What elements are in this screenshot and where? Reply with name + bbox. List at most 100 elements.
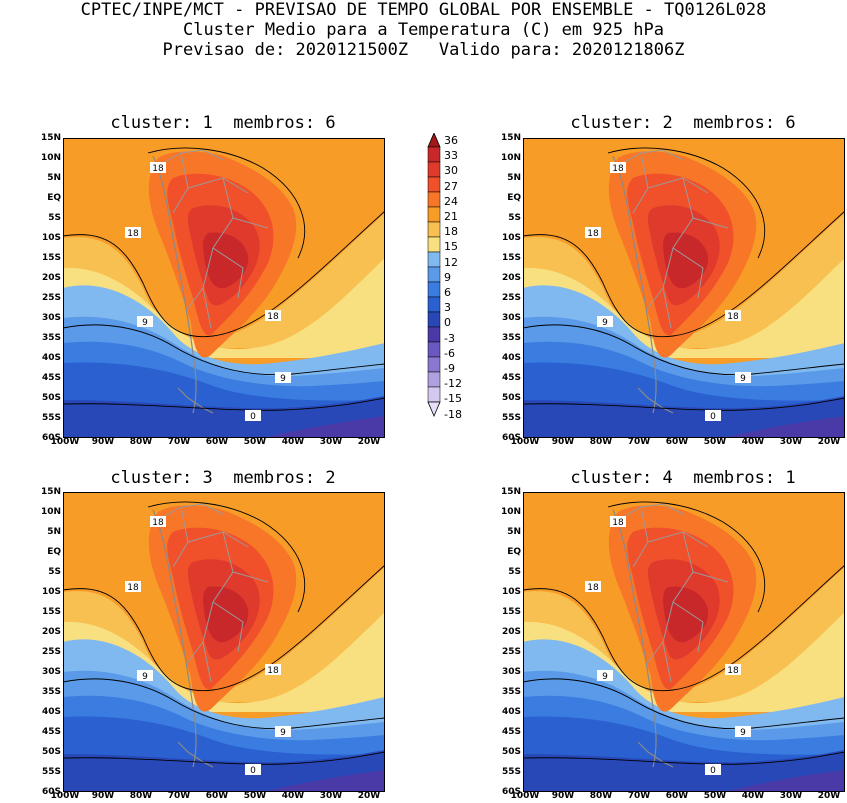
isotherm-label: 18 <box>610 162 626 174</box>
latitude-label: 25S <box>501 647 521 657</box>
temperature-band <box>63 750 385 792</box>
longitude-label: 70W <box>167 437 191 447</box>
colorbar-level-label: 6 <box>444 286 451 299</box>
latitude-label: 45S <box>501 727 521 737</box>
isotherm-label-text: 18 <box>587 229 599 239</box>
latitude-label: 25S <box>501 293 521 303</box>
isotherm-label: 9 <box>275 372 291 384</box>
coastline <box>152 509 214 768</box>
isotherm-line <box>523 210 845 338</box>
latitude-label: 20S <box>41 273 61 283</box>
temperature-band <box>523 396 845 438</box>
isotherm-label: 18 <box>610 516 626 528</box>
latitude-label: 45S <box>41 373 61 383</box>
longitude-label: 60W <box>205 791 229 801</box>
colorbar-segment <box>427 371 441 388</box>
isotherm-label: 18 <box>725 310 741 322</box>
temperature-map-svg: 18 18 18 9 9 0 <box>63 492 385 792</box>
isotherm-label-text: 18 <box>267 312 279 322</box>
isotherm-line <box>63 751 385 765</box>
longitude-label: 40W <box>281 437 305 447</box>
isotherm-label: 9 <box>735 372 751 384</box>
isotherm-label-text: 9 <box>280 374 286 384</box>
header-title-line-1: CPTEC/INPE/MCT - PREVISAO DE TEMPO GLOBA… <box>80 0 767 20</box>
colorbar-level-label: -3 <box>444 331 455 345</box>
colorbar-segment <box>427 176 441 193</box>
map-frame <box>63 138 385 438</box>
colorbar-segment <box>427 236 441 253</box>
longitude-label: 100W <box>510 791 540 801</box>
colorbar-segment <box>427 341 441 358</box>
longitude-label: 100W <box>50 437 80 447</box>
latitude-label: 20S <box>41 627 61 637</box>
longitude-label: 60W <box>665 437 689 447</box>
longitude-label: 90W <box>551 791 575 801</box>
colorbar-level-label: -12 <box>444 377 462 391</box>
isotherm-label-text: 18 <box>152 164 164 174</box>
latitude-label: EQ <box>47 547 61 557</box>
longitude-label: 20W <box>357 437 381 447</box>
latitude-label: 5N <box>507 173 521 183</box>
country-borders <box>622 149 729 329</box>
isotherm-label-text: 0 <box>250 412 256 422</box>
latitude-label: 55S <box>41 767 61 777</box>
latitude-label: 25S <box>41 293 61 303</box>
latitude-label: EQ <box>507 193 521 203</box>
colorbar-segment <box>427 326 441 343</box>
longitude-label: 80W <box>129 437 153 447</box>
latitude-label: 50S <box>41 393 61 403</box>
latitude-label: 15N <box>40 133 61 143</box>
isotherm-line <box>63 210 385 338</box>
isotherm-label-text: 9 <box>602 672 608 682</box>
isotherm-label: 18 <box>150 516 166 528</box>
isotherm-line <box>607 501 766 613</box>
map-frame <box>523 492 845 792</box>
latitude-label: 10N <box>40 153 61 163</box>
longitude-label: 90W <box>91 437 115 447</box>
isotherm-label-text: 9 <box>280 728 286 738</box>
latitude-label: 55S <box>41 413 61 423</box>
latitude-label: 5S <box>508 213 521 223</box>
isotherm-line <box>63 397 385 411</box>
latitude-label: 15N <box>500 133 521 143</box>
latitude-label: 40S <box>501 353 521 363</box>
latitude-label: 5S <box>48 567 61 577</box>
longitude-label: 50W <box>243 437 267 447</box>
colorbar-segment <box>427 296 441 313</box>
longitude-label: 40W <box>741 437 765 447</box>
isotherm-label: 9 <box>275 726 291 738</box>
panel-4-map: 18 18 18 9 9 0 <box>523 492 845 792</box>
latitude-label: 10S <box>501 233 521 243</box>
latitude-label: 30S <box>41 313 61 323</box>
isotherm-label: 0 <box>245 410 261 422</box>
latitude-label: 5N <box>507 527 521 537</box>
isotherm-line <box>523 397 845 411</box>
latitude-label: 5S <box>48 213 61 223</box>
latitude-label: 10S <box>41 587 61 597</box>
isotherm-label-text: 0 <box>710 412 716 422</box>
latitude-label: 15S <box>501 253 521 263</box>
panel-4-title: cluster: 4 membros: 1 <box>570 468 796 488</box>
isotherm-label-text: 9 <box>602 318 608 328</box>
colorbar-level-label: 33 <box>444 149 458 163</box>
latitude-label: 10N <box>40 507 61 517</box>
latitude-label: EQ <box>47 193 61 203</box>
isotherm-line <box>63 678 385 730</box>
isotherm-label: 9 <box>137 316 153 328</box>
longitude-label: 30W <box>779 791 803 801</box>
colorbar-level-label: -9 <box>444 362 455 375</box>
isotherm-label-text: 9 <box>740 728 746 738</box>
longitude-label: 80W <box>589 437 613 447</box>
latitude-label: 60S <box>501 787 521 797</box>
header-title-line-3: Previsao de: 2020121500Z Valido para: 20… <box>162 40 685 60</box>
isotherm-label-text: 18 <box>727 666 739 676</box>
longitude-label: 30W <box>319 791 343 801</box>
isotherm-label: 18 <box>725 664 741 676</box>
isotherm-label: 18 <box>265 664 281 676</box>
longitude-label: 50W <box>243 791 267 801</box>
colorbar-segment <box>427 266 441 283</box>
longitude-label: 30W <box>779 437 803 447</box>
isotherm-label-text: 18 <box>612 518 624 528</box>
colorbar-segment <box>427 191 441 208</box>
colorbar-segment <box>427 386 441 403</box>
